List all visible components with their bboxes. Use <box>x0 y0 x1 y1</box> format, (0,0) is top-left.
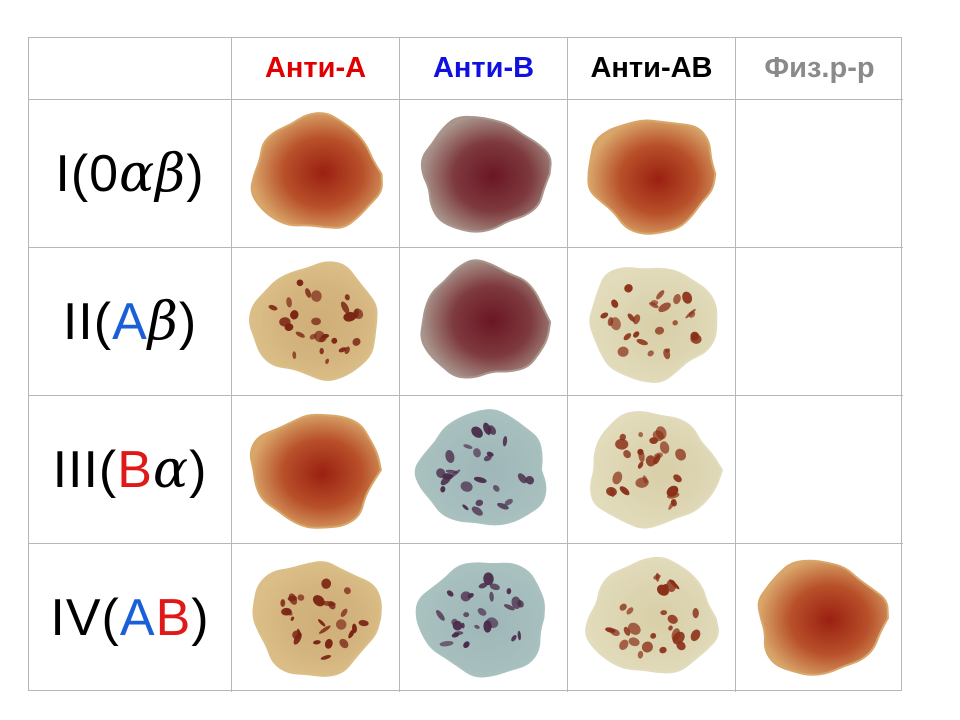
reaction-cell <box>568 544 736 692</box>
blood-drop-icon <box>248 260 378 381</box>
group-label-part: α <box>119 143 156 204</box>
blood-drop-icon <box>584 556 719 674</box>
reaction-cell <box>400 248 568 396</box>
reaction-cell <box>232 248 400 396</box>
blood-drop-icon <box>419 258 551 379</box>
group-label-part: II( <box>62 292 113 351</box>
group-label-part: ) <box>191 589 210 647</box>
reaction-cell <box>568 396 736 544</box>
reaction-cell <box>568 100 736 248</box>
row-header-group-4: IV(АВ) <box>29 544 232 692</box>
column-header-anti-a: Анти-А <box>232 38 400 100</box>
row-header-group-2: II(Аβ) <box>29 248 232 396</box>
blood-drop-icon <box>249 413 382 529</box>
column-header-label: Анти-В <box>432 52 535 84</box>
blood-group-label: II(Аβ) <box>63 292 197 352</box>
blood-drop-icon <box>415 562 545 678</box>
reaction-cell <box>568 248 736 396</box>
blood-group-label: III(Вα) <box>53 440 208 500</box>
empty-cell <box>736 248 903 396</box>
reaction-cell <box>232 100 400 248</box>
group-label-part: IV( <box>50 589 120 647</box>
group-label-part: α <box>152 439 190 500</box>
reaction-cell <box>400 544 568 692</box>
group-label-part: β <box>147 291 179 352</box>
blood-drop-icon <box>589 410 723 529</box>
row-header-group-3: III(Вα) <box>29 396 232 544</box>
group-label-part: III( <box>52 440 118 499</box>
agglutination-table: Анти-А Анти-В Анти-АВ Физ.р-р I(0αβ) II(А… <box>28 37 903 692</box>
blood-drop-icon <box>586 118 716 235</box>
group-label-part: В <box>155 589 192 647</box>
group-label-part: ) <box>178 292 198 351</box>
group-label-part: ) <box>189 440 208 499</box>
group-label-part: I(0 <box>55 144 120 203</box>
reaction-cell <box>232 544 400 692</box>
group-label-part: А <box>119 589 156 647</box>
column-header-label: Анти-АВ <box>590 52 713 84</box>
reaction-cell <box>232 396 400 544</box>
blood-drop-icon <box>757 559 889 676</box>
column-header-anti-ab: Анти-АВ <box>568 38 736 100</box>
empty-cell <box>736 396 903 544</box>
column-header-label: Анти-А <box>264 52 367 84</box>
group-label-part: ) <box>186 144 205 203</box>
group-label-part: А <box>112 292 148 351</box>
blood-group-label: IV(АВ) <box>50 588 209 648</box>
blood-drop-icon <box>420 115 552 233</box>
blood-drop-icon <box>250 111 383 229</box>
row-header-group-1: I(0αβ) <box>29 100 232 248</box>
corner-cell <box>29 38 232 100</box>
group-label-part: В <box>117 440 153 499</box>
group-label-part: β <box>155 143 187 204</box>
column-header-label: Физ.р-р <box>764 52 875 84</box>
reaction-cell <box>736 544 903 692</box>
reaction-cell <box>400 396 568 544</box>
column-header-anti-b: Анти-В <box>400 38 568 100</box>
blood-drop-icon <box>252 561 382 677</box>
blood-drop-icon <box>588 266 717 383</box>
reaction-cell <box>400 100 568 248</box>
column-header-saline: Физ.р-р <box>736 38 903 100</box>
empty-cell <box>736 100 903 248</box>
blood-drop-icon <box>414 408 546 525</box>
blood-group-label: I(0αβ) <box>55 144 204 204</box>
